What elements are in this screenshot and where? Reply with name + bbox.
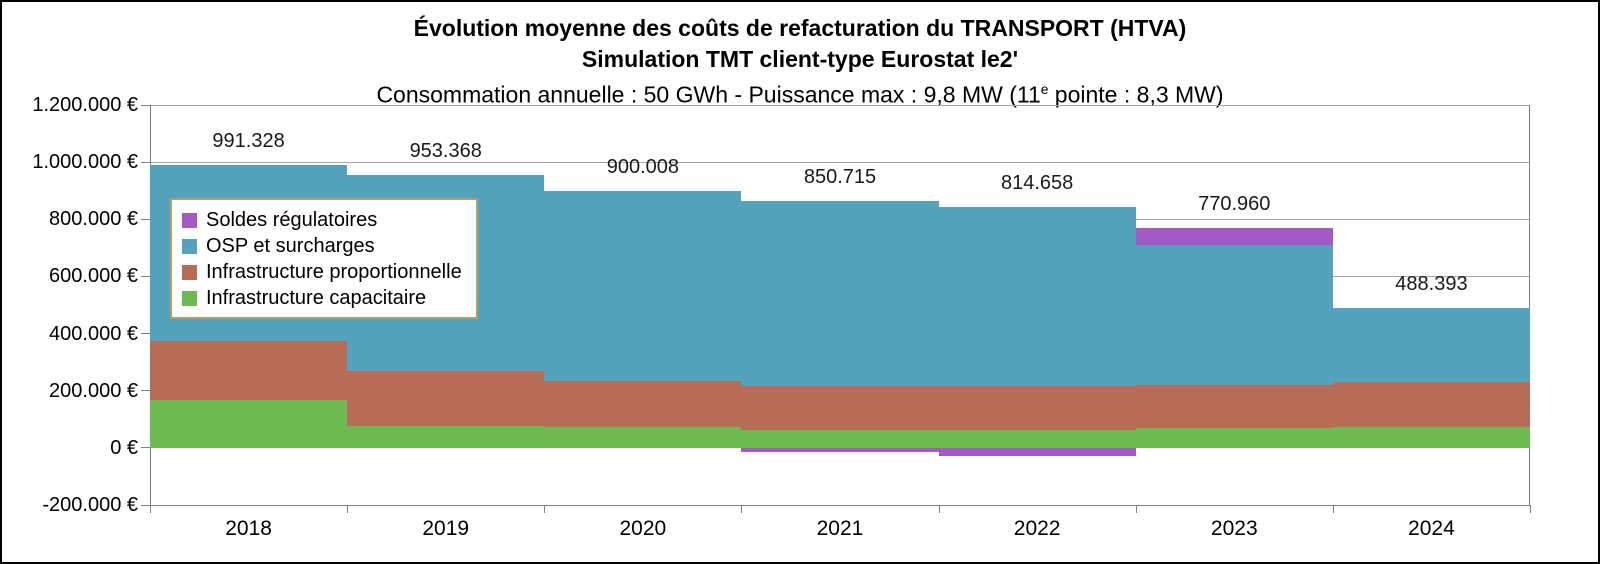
plot-right-border [1529,105,1530,505]
y-axis-tick [141,104,150,106]
x-axis-tick [1332,505,1334,513]
total-label-2021: 850.715 [803,165,877,188]
y-axis-label: 800.000 € [49,208,138,231]
chart-subtitle: Consommation annuelle : 50 GWh - Puissan… [2,75,1598,110]
legend-item-label: Soldes régulatoires [206,209,378,231]
bar-segment-2022-soldes [938,447,1136,456]
x-category-label-2023: 2023 [1210,517,1258,540]
y-axis-tick [141,333,150,335]
legend-color-swatch [182,264,197,280]
bar-segment-2021-soldes [741,447,939,453]
y-axis-label: 1.000.000 € [32,151,138,174]
legend: Soldes régulatoires OSP et surcharges Infr… [170,198,478,319]
y-axis-tick [141,390,150,392]
chart-title-line2: Simulation TMT client-type Eurostat le2' [581,46,1019,72]
chart-subtitle-text: Consommation annuelle : 50 GWh - Puissan… [376,81,1041,108]
total-label-2023: 770.960 [1198,192,1271,215]
bar-segment-2020-proportionnelle [544,381,742,427]
legend-item-label: Infrastructure proportionnelle [206,261,462,283]
bar-segment-2023-osp [1135,244,1333,386]
bar-segment-2024-osp [1332,308,1530,382]
y-axis-tick [141,218,150,220]
chart-title-block: Évolution moyenne des coûts de refactura… [2,13,1598,110]
x-category-label-2021: 2021 [816,517,864,540]
y-axis-label: 1.200.000 € [32,94,138,116]
total-label-2022: 814.658 [1000,172,1074,195]
x-axis-tick [544,505,546,513]
x-category-label-2018: 2018 [225,517,272,540]
bar-segment-2023-proportionnelle [1135,385,1333,428]
legend-item: OSP et surcharges [182,233,466,259]
x-axis-tick [741,505,743,513]
x-axis-line [150,504,1530,506]
chart-subtitle-text-end: pointe : 8,3 MW) [1048,81,1224,108]
y-axis-tick [141,275,150,277]
x-axis-tick [938,505,940,513]
gridline-1200000 [150,104,1530,106]
y-axis-label: 200.000 € [49,379,138,402]
bar-segment-2018-proportionnelle [150,341,348,400]
y-axis-label: 400.000 € [49,322,138,345]
x-category-label-2024: 2024 [1408,517,1455,540]
bar-segment-2022-proportionnelle [938,386,1136,430]
bar-segment-2018-capacitaire [150,399,348,448]
legend-item: Infrastructure proportionnelle [182,259,466,285]
total-label-2019: 953.368 [409,140,482,163]
legend-item: Infrastructure capacitaire [182,285,466,311]
bar-segment-2021-proportionnelle [741,386,939,431]
x-category-label-2020: 2020 [619,517,667,540]
legend-item-label: OSP et surcharges [206,235,375,257]
bar-segment-2020-capacitaire [544,427,742,448]
y-axis-tick [141,161,150,163]
chart-title-line1: Évolution moyenne des coûts de refactura… [413,15,1187,41]
chart-subtitle-superscript: e [1040,82,1049,97]
bar-segment-2023-capacitaire [1135,427,1333,448]
bar-segment-2022-osp [938,207,1136,387]
bar-segment-2021-osp [741,200,939,387]
x-axis-tick [150,505,151,513]
bar-segment-2020-osp [544,190,742,382]
y-axis-label: -200.000 € [42,494,138,516]
total-label-2018: 991.328 [212,129,285,152]
gridline-1000000 [150,161,1530,163]
x-axis-tick [347,505,349,513]
legend-color-swatch [182,238,197,254]
x-axis-tick [1530,505,1531,513]
y-axis-label: 0 € [110,436,138,459]
y-axis-tick [141,447,150,449]
bar-segment-2021-capacitaire [741,430,939,448]
total-label-2020: 900.008 [606,155,679,178]
bar-segment-2024-capacitaire [1332,426,1530,448]
bar-segment-2024-proportionnelle [1332,381,1530,427]
legend-color-swatch [182,212,197,228]
y-axis-label: 600.000 € [49,265,138,288]
x-category-label-2019: 2019 [422,517,470,540]
legend-item: Soldes régulatoires [182,207,466,233]
legend-color-swatch [182,290,197,306]
bar-segment-2023-soldes [1135,227,1333,245]
bar-segment-2019-capacitaire [347,426,545,448]
bar-segment-2019-proportionnelle [347,370,545,427]
x-axis-tick [1135,505,1137,513]
y-axis-tick [141,504,150,506]
bar-segment-2022-capacitaire [938,429,1136,448]
x-category-label-2022: 2022 [1013,517,1061,540]
legend-item-label: Infrastructure capacitaire [206,287,427,309]
total-label-2024: 488.393 [1395,273,1468,296]
